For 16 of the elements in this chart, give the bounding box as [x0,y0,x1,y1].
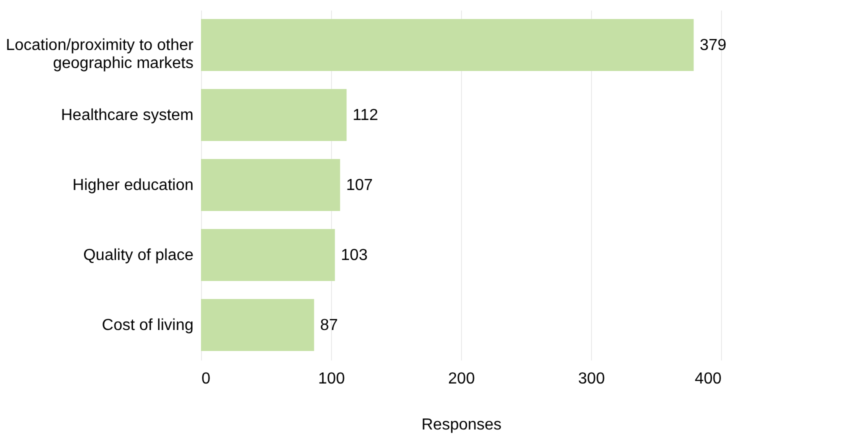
data-label: 379 [700,37,726,54]
x-axis-title: Responses [421,416,502,434]
x-tick-label: 300 [578,370,605,388]
y-tick-label: Quality of place [83,247,194,264]
y-tick-label: Higher education [72,177,194,194]
data-label: 103 [340,247,368,264]
data-label: 107 [346,177,373,194]
x-tick-label: 400 [694,370,722,388]
y-tick-label: Healthcare system [61,107,194,124]
x-tick-label: 0 [202,370,210,388]
y-tick-label: Location/proximity to other geographic markets [6,37,194,72]
data-label: 112 [352,107,378,124]
y-tick-label: Cost of living [102,317,194,334]
data-label: 87 [320,317,338,334]
x-tick-label: 100 [318,370,345,388]
x-tick-label: 200 [448,370,475,388]
